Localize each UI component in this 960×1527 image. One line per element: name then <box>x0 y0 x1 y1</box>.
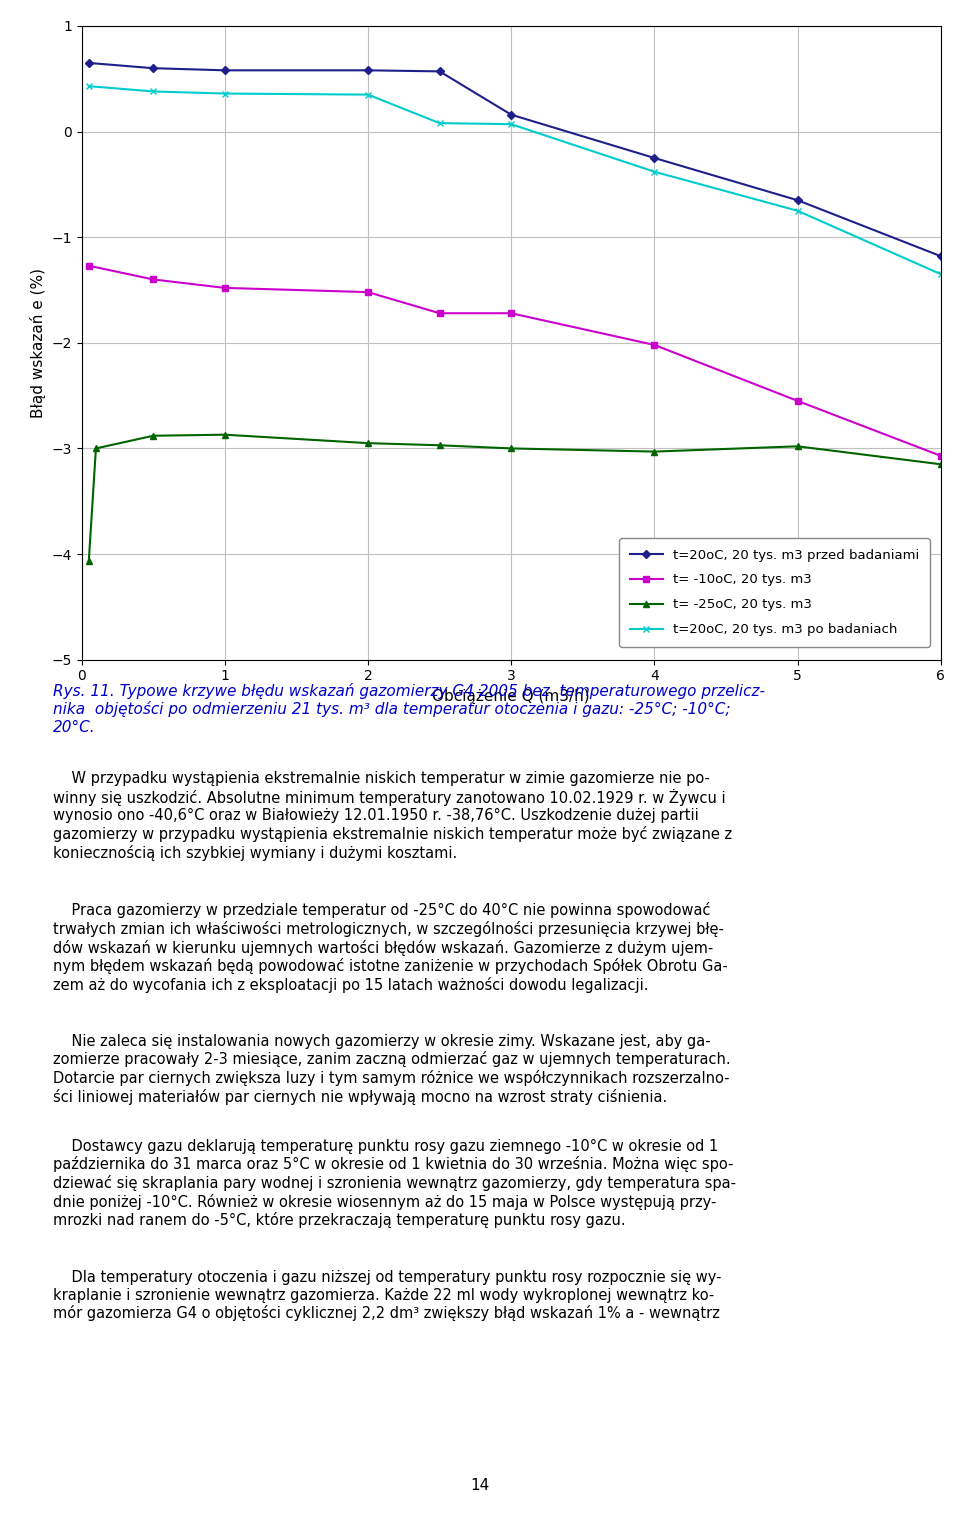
t= -25oC, 20 tys. m3 <box>649 443 660 461</box>
t= -25oC, 20 tys. m3 <box>434 437 445 455</box>
Text: Nie zaleca się instalowania nowych gazomierzy w okresie zimy. Wskazane jest, aby: Nie zaleca się instalowania nowych gazom… <box>53 1034 731 1104</box>
Legend: t=20oC, 20 tys. m3 przed badaniami, t= -10oC, 20 tys. m3, t= -25oC, 20 tys. m3, : t=20oC, 20 tys. m3 przed badaniami, t= -… <box>619 538 930 647</box>
t=20oC, 20 tys. m3 po badaniach <box>935 266 947 284</box>
t=20oC, 20 tys. m3 po badaniach <box>148 82 159 101</box>
Line: t= -10oC, 20 tys. m3: t= -10oC, 20 tys. m3 <box>86 263 944 458</box>
Y-axis label: Błąd wskazań e (%): Błąd wskazań e (%) <box>30 267 46 418</box>
t= -10oC, 20 tys. m3 <box>505 304 516 322</box>
Text: Dla temperatury otoczenia i gazu niższej od temperatury punktu rosy rozpocznie s: Dla temperatury otoczenia i gazu niższej… <box>53 1270 721 1321</box>
Text: 14: 14 <box>470 1478 490 1493</box>
t=20oC, 20 tys. m3 po badaniach <box>362 86 373 104</box>
t=20oC, 20 tys. m3 po badaniach <box>505 115 516 133</box>
t=20oC, 20 tys. m3 po badaniach <box>649 162 660 180</box>
t=20oC, 20 tys. m3 przed badaniami <box>434 63 445 81</box>
t=20oC, 20 tys. m3 przed badaniami <box>219 61 230 79</box>
t= -25oC, 20 tys. m3 <box>362 434 373 452</box>
t=20oC, 20 tys. m3 przed badaniami <box>505 105 516 124</box>
t=20oC, 20 tys. m3 przed badaniami <box>362 61 373 79</box>
t= -25oC, 20 tys. m3 <box>90 440 102 458</box>
t=20oC, 20 tys. m3 po badaniach <box>219 84 230 102</box>
t= -25oC, 20 tys. m3 <box>148 426 159 444</box>
t= -10oC, 20 tys. m3 <box>935 447 947 466</box>
X-axis label: Obciążenie Q (m3/h): Obciążenie Q (m3/h) <box>432 689 590 704</box>
t= -10oC, 20 tys. m3 <box>362 282 373 301</box>
t= -10oC, 20 tys. m3 <box>434 304 445 322</box>
Text: Praca gazomierzy w przedziale temperatur od -25°C do 40°C nie powinna spowodować: Praca gazomierzy w przedziale temperatur… <box>53 902 728 993</box>
t=20oC, 20 tys. m3 przed badaniami <box>649 148 660 166</box>
t= -25oC, 20 tys. m3 <box>505 440 516 458</box>
t=20oC, 20 tys. m3 po badaniach <box>83 76 94 95</box>
Text: Dostawcy gazu deklarują temperaturę punktu rosy gazu ziemnego -10°C w okresie od: Dostawcy gazu deklarują temperaturę punk… <box>53 1139 735 1228</box>
t= -10oC, 20 tys. m3 <box>792 392 804 411</box>
t= -10oC, 20 tys. m3 <box>83 257 94 275</box>
t=20oC, 20 tys. m3 przed badaniami <box>792 191 804 209</box>
t= -10oC, 20 tys. m3 <box>148 270 159 289</box>
Line: t=20oC, 20 tys. m3 po badaniach: t=20oC, 20 tys. m3 po badaniach <box>85 82 945 278</box>
t= -25oC, 20 tys. m3 <box>219 426 230 444</box>
Text: W przypadku wystąpienia ekstremalnie niskich temperatur w zimie gazomierze nie p: W przypadku wystąpienia ekstremalnie nis… <box>53 771 732 861</box>
t=20oC, 20 tys. m3 przed badaniami <box>83 53 94 72</box>
Line: t=20oC, 20 tys. m3 przed badaniami: t=20oC, 20 tys. m3 przed badaniami <box>86 60 944 260</box>
t=20oC, 20 tys. m3 po badaniach <box>434 115 445 133</box>
t= -25oC, 20 tys. m3 <box>792 437 804 455</box>
Line: t= -25oC, 20 tys. m3: t= -25oC, 20 tys. m3 <box>86 432 944 563</box>
t= -10oC, 20 tys. m3 <box>219 279 230 298</box>
Text: Rys. 11. Typowe krzywe błędu wskazań gazomierzy G4 2005 bez  temperaturowego prz: Rys. 11. Typowe krzywe błędu wskazań gaz… <box>53 683 765 734</box>
t= -25oC, 20 tys. m3 <box>83 553 94 571</box>
t= -25oC, 20 tys. m3 <box>935 455 947 473</box>
t=20oC, 20 tys. m3 przed badaniami <box>148 60 159 78</box>
t= -10oC, 20 tys. m3 <box>649 336 660 354</box>
t=20oC, 20 tys. m3 przed badaniami <box>935 247 947 266</box>
t=20oC, 20 tys. m3 po badaniach <box>792 202 804 220</box>
